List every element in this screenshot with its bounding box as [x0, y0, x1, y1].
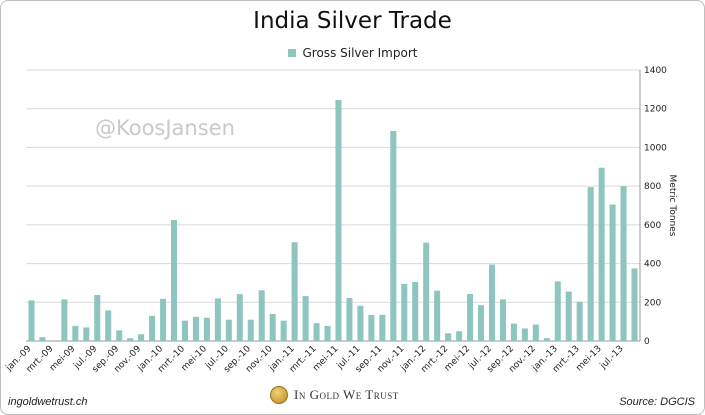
bar: [171, 220, 178, 341]
bar: [302, 296, 309, 341]
y-tick-label: 1000: [644, 143, 667, 153]
legend: Gross Silver Import: [0, 46, 705, 60]
y-tick-label: 1200: [644, 105, 667, 115]
y-tick-label: 400: [644, 260, 661, 270]
bar: [554, 281, 561, 341]
bar: [576, 301, 583, 341]
bar: [499, 299, 506, 341]
bar: [192, 316, 199, 341]
bar: [565, 291, 572, 341]
bar: [269, 313, 276, 341]
bar: [609, 204, 616, 341]
bar: [488, 264, 495, 341]
footer-brand: In Gold We Trust: [270, 386, 399, 404]
bar: [532, 324, 539, 341]
y-tick-label: 600: [644, 221, 661, 231]
legend-label: Gross Silver Import: [302, 46, 418, 60]
y-tick-label: 800: [644, 182, 661, 192]
bar: [203, 317, 210, 341]
bar: [225, 319, 232, 341]
coin-logo-icon: [270, 386, 288, 404]
footer-brand-text: In Gold We Trust: [294, 387, 399, 402]
bar: [258, 290, 265, 341]
y-axis-title: Metric Tonnes: [667, 175, 677, 237]
bar: [94, 294, 101, 341]
bar: [214, 298, 221, 341]
bar: [620, 186, 627, 341]
y-tick-label: 0: [644, 337, 650, 347]
bar: [543, 338, 550, 341]
legend-swatch: [287, 49, 296, 57]
y-tick-label: 200: [644, 298, 661, 308]
bar: [521, 328, 528, 341]
footer-website: ingoldwetrust.ch: [8, 396, 88, 408]
bar: [149, 315, 156, 341]
bar: [105, 310, 112, 341]
bar: [280, 320, 287, 341]
bar: [28, 300, 35, 341]
footer-source: Source: DGCIS: [619, 396, 695, 408]
bar: [434, 290, 441, 341]
bar: [598, 167, 605, 341]
bar: [346, 298, 353, 341]
bar: [587, 187, 594, 341]
bar: [379, 314, 386, 341]
bar: [631, 268, 638, 341]
chart-title: India Silver Trade: [253, 8, 452, 34]
bar: [456, 331, 463, 341]
bar: [61, 299, 68, 341]
bar: [445, 333, 452, 341]
bar: [39, 337, 46, 341]
bar: [116, 330, 123, 341]
bar: [72, 325, 79, 341]
bar: [401, 283, 408, 341]
bar: [127, 338, 134, 341]
bar: [357, 305, 364, 341]
bar: [423, 242, 430, 341]
bar: [291, 242, 298, 341]
bar: [181, 320, 188, 341]
bar: [83, 327, 90, 341]
bar: [510, 323, 517, 341]
bar: [335, 100, 342, 341]
bar: [478, 305, 485, 341]
bar: [138, 334, 145, 341]
bar: [467, 293, 474, 341]
bar: [412, 281, 419, 341]
bar: [390, 130, 397, 341]
bar: [247, 319, 254, 341]
bar: [160, 298, 167, 341]
bar: [324, 325, 331, 341]
bar: [313, 323, 320, 341]
bar: [236, 294, 243, 341]
bar: [368, 314, 375, 341]
x-tick-label: jul.-13: [598, 344, 626, 372]
watermark: @KoosJansen: [95, 116, 235, 140]
y-tick-label: 1400: [644, 66, 667, 76]
